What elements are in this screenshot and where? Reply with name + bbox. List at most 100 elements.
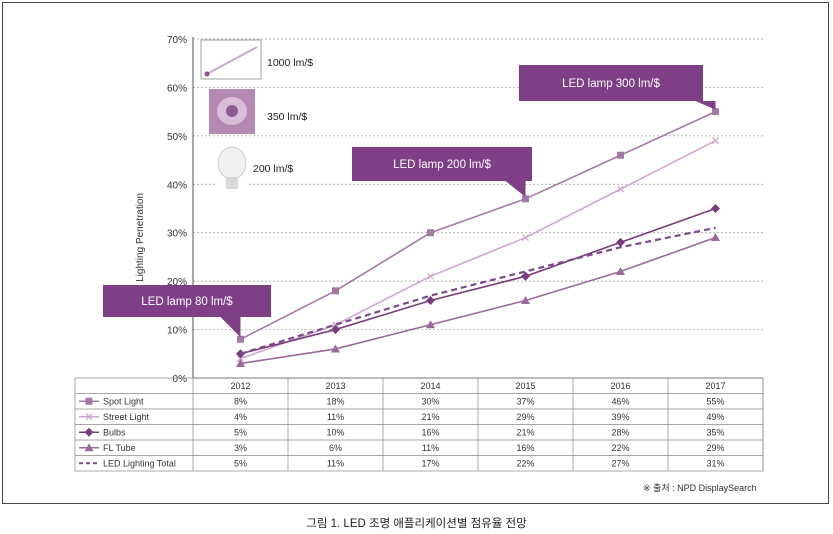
data-point: [427, 272, 434, 280]
y-tick-label: 10%: [167, 326, 187, 337]
legend-marker: [85, 413, 93, 421]
y-tick-label: 60%: [167, 83, 187, 94]
data-label: 5%: [234, 459, 247, 469]
data-label: 10%: [326, 428, 344, 438]
data-point: [332, 287, 339, 295]
callout-box: [103, 285, 271, 317]
data-point: [331, 325, 340, 335]
callout-label: LED lamp 300 lm/$: [562, 78, 660, 90]
data-label: 16%: [516, 443, 534, 453]
data-point: [617, 185, 624, 193]
data-point: [712, 108, 719, 116]
data-label: 49%: [706, 412, 724, 422]
series-fl-tube: [236, 233, 720, 367]
callout-pointer: [505, 181, 526, 197]
data-label: 11%: [327, 459, 344, 469]
data-point: [522, 195, 529, 203]
data-label: 29%: [706, 443, 724, 453]
y-tick-label: 50%: [167, 132, 187, 143]
series-led-lighting-total: [240, 226, 716, 355]
series-line: [240, 207, 716, 355]
data-label: 3%: [234, 443, 247, 453]
data-label: 27%: [611, 459, 629, 469]
data-label: 16%: [421, 428, 439, 438]
spot-lamp-center: [226, 105, 238, 117]
series-spot-light: [237, 108, 719, 343]
data-label: 31%: [706, 459, 724, 469]
callout-pointer: [695, 101, 716, 110]
data-label: 46%: [611, 397, 629, 407]
y-tick-label: 70%: [167, 35, 187, 46]
y-axis-title: LED Lighting Penetration: [135, 193, 146, 304]
x-tick-label: 2015: [515, 381, 535, 391]
callout-pointer: [220, 317, 241, 338]
data-point: [712, 137, 719, 145]
y-tick-label: 20%: [167, 277, 187, 288]
penetration-chart: 0% 10% 20% 30% 40% 50% 60% 70% LED Lighting Pene…: [74, 35, 764, 472]
x-tick-label: 2012: [230, 381, 250, 391]
bulb-icon: [217, 146, 247, 180]
data-point: [427, 229, 434, 237]
legend-label: Street Light: [103, 412, 150, 422]
callout: LED lamp 300 lm/$: [519, 65, 716, 110]
data-label: 39%: [611, 412, 629, 422]
legend-label: Spot Light: [103, 397, 144, 407]
data-point: [331, 344, 340, 353]
y-tick-label: 30%: [167, 229, 187, 240]
data-label: 11%: [327, 412, 344, 422]
data-point: [521, 296, 530, 305]
x-tick-label: 2017: [705, 381, 725, 391]
series-line: [240, 110, 716, 340]
bulb-base: [226, 177, 238, 189]
lamp-efficiency-label: 350 lm/$: [267, 111, 307, 123]
data-label: 22%: [611, 443, 629, 453]
series-line: [240, 226, 716, 355]
figure-frame: 0% 10% 20% 30% 40% 50% 60% 70% LED Lighting Pene…: [2, 2, 829, 504]
x-tick-label: 2014: [420, 381, 440, 391]
data-point: [522, 234, 529, 242]
data-point: [236, 358, 245, 367]
data-label: 8%: [234, 397, 247, 407]
y-tick-label: 0%: [173, 374, 188, 385]
lamp-images: 1000 lm/$ 350 lm/$ 200 lm/$: [200, 39, 313, 193]
callout-box: [519, 65, 703, 101]
data-label: 18%: [326, 397, 344, 407]
x-tick-label: 2016: [610, 381, 630, 391]
legend-marker: [85, 397, 93, 405]
data-label: 5%: [234, 428, 247, 438]
legend-label: Bulbs: [103, 428, 126, 438]
data-label: 4%: [234, 412, 247, 422]
figure-caption: 그림 1. LED 조명 애플리케이션별 점유율 전망: [306, 518, 527, 530]
data-point: [616, 237, 625, 247]
data-point: [332, 321, 339, 329]
y-tick-label: 40%: [167, 180, 187, 191]
legend-label: LED Lighting Total: [103, 459, 176, 469]
data-label: 55%: [706, 397, 724, 407]
callout: LED lamp 200 lm/$: [352, 147, 532, 197]
legend-label: FL Tube: [103, 443, 136, 453]
callout-label: LED lamp 80 lm/$: [141, 296, 233, 308]
legend-marker: [84, 427, 94, 437]
data-point: [711, 233, 720, 242]
data-label: 37%: [516, 397, 534, 407]
lamp-efficiency-label: 200 lm/$: [253, 163, 293, 175]
data-point: [521, 271, 530, 281]
data-label: 21%: [516, 428, 534, 438]
data-label: 11%: [422, 443, 439, 453]
data-label: 28%: [611, 428, 629, 438]
data-label: 17%: [421, 459, 439, 469]
data-point: [237, 355, 244, 363]
legend-marker: [84, 443, 94, 452]
callout-label: LED lamp 200 lm/$: [393, 159, 491, 171]
tube-lamp-end: [204, 71, 210, 77]
data-label: 35%: [706, 428, 724, 438]
data-label: 6%: [329, 443, 342, 453]
data-point: [237, 335, 244, 343]
data-point: [617, 151, 624, 159]
data-point: [711, 204, 720, 213]
series-bulbs: [236, 204, 720, 359]
data-label: 29%: [516, 412, 534, 422]
x-tick-label: 2013: [325, 381, 345, 391]
data-point: [616, 266, 625, 275]
data-label: 22%: [516, 459, 534, 469]
